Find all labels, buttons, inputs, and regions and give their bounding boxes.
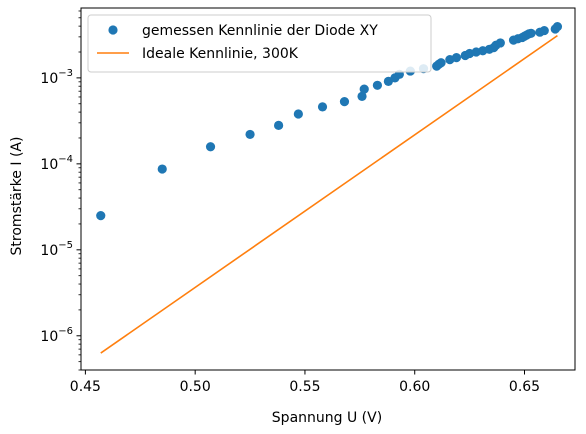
plot-area xyxy=(96,21,563,354)
x-tick-label: 0.60 xyxy=(399,379,430,395)
data-point xyxy=(274,120,284,131)
series-line-1 xyxy=(100,34,558,354)
data-point xyxy=(359,84,369,94)
x-tick-label: 0.65 xyxy=(509,379,540,395)
y-tick-label-base: 10 xyxy=(40,157,58,173)
y-tick-label-exponent: −5 xyxy=(58,240,73,251)
data-point xyxy=(205,142,216,152)
legend-box xyxy=(87,14,432,73)
data-point xyxy=(317,102,328,112)
axes-frame xyxy=(80,7,576,371)
y-axis-label: Stromstärke I (A) xyxy=(9,137,25,256)
data-point xyxy=(245,129,255,140)
legend: gemessen Kennlinie der Diode XY Ideale Ke… xyxy=(87,14,432,73)
y-tick-label-base: 10 xyxy=(40,329,58,345)
y-tick-label: 10−4 xyxy=(40,154,73,173)
data-point xyxy=(436,58,446,68)
data-point xyxy=(451,53,462,63)
y-tick-label: 10−3 xyxy=(40,68,73,87)
legend-marker-measured xyxy=(108,25,118,35)
x-axis-label: Spannung U (V) xyxy=(272,410,382,426)
data-point xyxy=(495,38,505,48)
data-point xyxy=(293,109,303,119)
x-tick-label: 0.55 xyxy=(289,379,320,395)
y-tick-label-exponent: −4 xyxy=(58,154,73,165)
legend-label-ideal: Ideale Kennlinie, 300K xyxy=(142,46,299,62)
data-point xyxy=(96,211,106,221)
data-point xyxy=(526,28,536,38)
data-point xyxy=(372,80,382,90)
legend-label-measured: gemessen Kennlinie der Diode XY xyxy=(142,23,378,39)
data-point xyxy=(552,21,563,32)
data-point xyxy=(357,91,367,101)
data-point xyxy=(539,25,549,36)
y-tick-label-exponent: −6 xyxy=(58,326,73,337)
y-tick-label-base: 10 xyxy=(40,71,58,87)
x-tick-label: 0.45 xyxy=(70,379,101,395)
data-point xyxy=(157,164,167,174)
y-tick-label: 10−6 xyxy=(40,326,73,345)
axis-ticks: 10−610−510−410−30.45 0.50 0.55 0.60 0.65 xyxy=(40,7,576,395)
x-tick-label: 0.50 xyxy=(180,379,211,395)
y-tick-label-base: 10 xyxy=(40,243,58,259)
y-tick-label-exponent: −3 xyxy=(58,68,73,79)
y-tick-label: 10−5 xyxy=(40,240,73,259)
data-point xyxy=(339,96,350,107)
